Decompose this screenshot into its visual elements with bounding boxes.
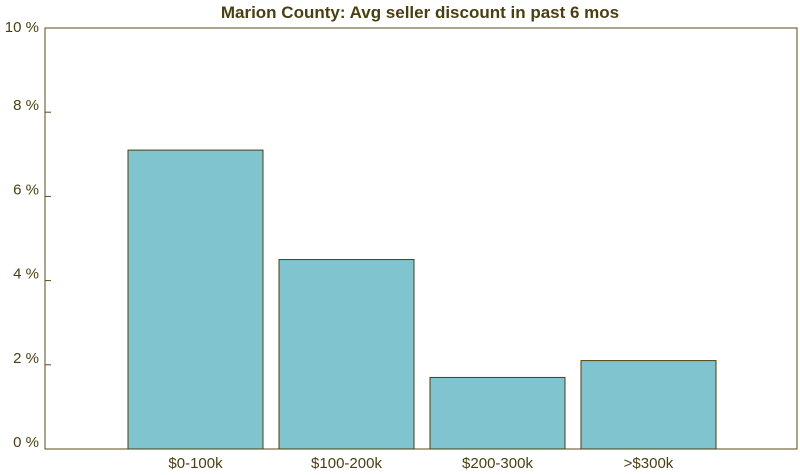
bar (580, 360, 717, 450)
y-tick-label: 10 % (5, 19, 39, 36)
x-tick-label: >$300k (624, 455, 674, 472)
bar (278, 259, 415, 450)
y-tick-label: 0 % (13, 434, 39, 451)
plot-area-frame (44, 27, 798, 450)
y-tick-label: 6 % (13, 181, 39, 198)
bar (127, 149, 264, 450)
x-tick-label: $200-300k (462, 455, 533, 472)
bars-group (127, 149, 717, 450)
x-axis: $0-100k $100-200k $200-300k >$300k (168, 455, 673, 472)
y-tick-label: 4 % (13, 266, 39, 283)
y-axis: 0 % 2 % 4 % 6 % 8 % 10 % (5, 19, 51, 451)
x-tick-label: $0-100k (168, 455, 223, 472)
bar (429, 376, 566, 450)
y-tick-label: 2 % (13, 350, 39, 367)
x-tick-label: $100-200k (311, 455, 382, 472)
y-tick-label: 8 % (13, 97, 39, 114)
chart-title: Marion County: Avg seller discount in pa… (221, 3, 619, 22)
